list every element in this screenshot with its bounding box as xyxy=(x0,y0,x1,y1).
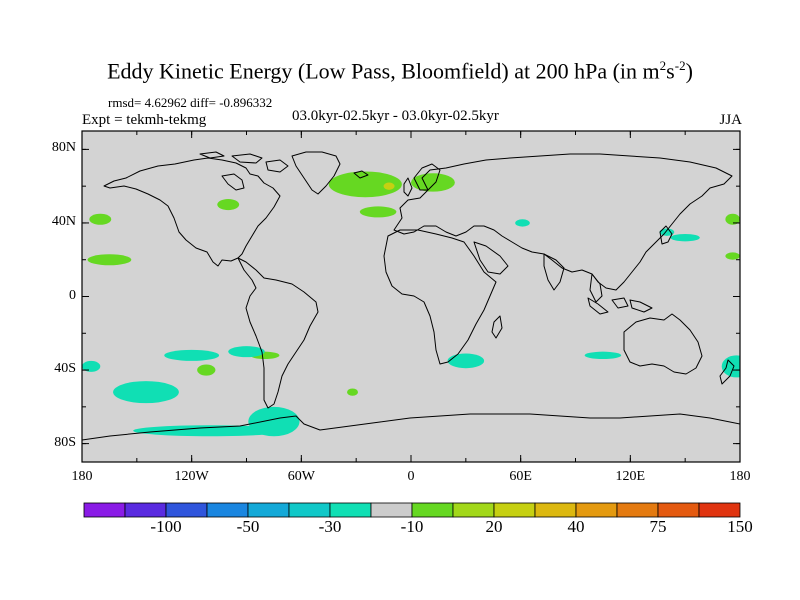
x-tick-label: 60E xyxy=(509,469,532,484)
x-tick-label: 180 xyxy=(71,469,93,484)
colorbar-swatch xyxy=(616,502,659,518)
stats-text: rmsd= 4.62962 diff= -0.896332 xyxy=(108,95,273,110)
coast-hudson-bay xyxy=(221,173,245,191)
map-background xyxy=(82,131,740,462)
colorbar-label: -100 xyxy=(150,517,182,536)
axis-ticks xyxy=(81,131,741,462)
positive-anomaly-patch xyxy=(328,171,402,198)
colorbar-label: -30 xyxy=(318,517,342,536)
coast-new-zealand xyxy=(719,359,735,385)
experiment-label: Expt = tekmh-tekmg xyxy=(82,112,207,128)
y-tick-label: 40N xyxy=(51,213,76,229)
negative-anomaly-patch xyxy=(113,381,179,404)
colorbar-swatch xyxy=(370,502,413,518)
colorbar-label: -50 xyxy=(236,517,260,536)
coast-south-america xyxy=(237,257,319,409)
positive-anomaly-patch xyxy=(725,252,740,260)
coast-india xyxy=(543,253,565,291)
coast-uk xyxy=(403,177,413,197)
colorbar-swatch xyxy=(411,502,454,518)
colorbar-label: 75 xyxy=(649,517,667,536)
coast-indonesia xyxy=(587,297,653,315)
x-tick-label: 0 xyxy=(407,469,415,484)
colorbar-swatch xyxy=(247,502,290,518)
colorbar-swatch xyxy=(329,502,372,518)
negative-anomaly-patch xyxy=(659,228,675,236)
coast-australia xyxy=(623,313,703,375)
anomaly-layer xyxy=(82,171,740,437)
coast-japan xyxy=(659,225,673,245)
colorbar-swatch xyxy=(534,502,577,518)
x-tick-label: 120E xyxy=(615,469,646,484)
x-tick-label: 60W xyxy=(287,469,315,484)
coast-antarctica xyxy=(82,413,740,441)
coast-eurasia xyxy=(393,153,733,291)
negative-anomaly-patch xyxy=(164,349,220,361)
y-tick-label: 0 xyxy=(69,287,76,303)
coast-africa xyxy=(383,229,497,365)
positive-anomaly-patch xyxy=(217,199,240,211)
period-label: 03.0kyr-02.5kyr - 03.0kyr-02.5kyr xyxy=(292,108,499,124)
colorbar-swatch xyxy=(452,502,495,518)
colorbar-swatch xyxy=(165,502,208,518)
map-title: Eddy Kinetic Energy (Low Pass, Bloomfiel… xyxy=(107,58,693,84)
colorbar-swatch xyxy=(124,502,167,518)
coastlines xyxy=(82,151,740,441)
coast-scandinavia xyxy=(413,163,441,191)
coast-iceland xyxy=(353,170,369,179)
negative-anomaly-patch xyxy=(248,406,300,437)
colorbar-swatch xyxy=(206,502,249,518)
coast-arctic-islands xyxy=(199,151,289,173)
colorbar-swatch xyxy=(575,502,618,518)
negative-anomaly-patch xyxy=(515,219,530,227)
coast-greenland xyxy=(291,151,341,195)
coast-madagascar xyxy=(491,315,503,339)
coast-arabia xyxy=(473,241,509,275)
positive-anomaly-patch xyxy=(359,206,397,218)
colorbar-label: 40 xyxy=(567,517,585,536)
y-tick-label: 80N xyxy=(51,140,76,156)
negative-anomaly-patch xyxy=(721,355,740,378)
colorbar-label: 20 xyxy=(485,517,503,536)
positive-anomaly-patch xyxy=(87,254,132,266)
colorbar xyxy=(83,502,741,518)
positive-anomaly-patch xyxy=(383,182,395,190)
colorbar-swatch xyxy=(493,502,536,518)
colorbar-swatch xyxy=(288,502,331,518)
positive-anomaly-patch xyxy=(725,213,740,225)
colorbar-swatch xyxy=(83,502,126,518)
positive-anomaly-patch xyxy=(347,388,358,396)
season-label: JJA xyxy=(719,112,742,128)
colorbar-swatch xyxy=(698,502,741,518)
negative-anomaly-patch xyxy=(228,346,265,358)
colorbar-label: -10 xyxy=(400,517,424,536)
coast-north-america xyxy=(103,157,281,267)
x-tick-label: 120W xyxy=(174,469,209,484)
colorbar-label: 150 xyxy=(727,517,753,536)
negative-anomaly-patch xyxy=(584,351,622,360)
positive-anomaly-patch xyxy=(197,364,216,376)
negative-anomaly-patch xyxy=(133,425,287,437)
positive-anomaly-patch xyxy=(411,173,455,192)
negative-anomaly-patch xyxy=(447,353,485,369)
y-tick-label: 80S xyxy=(54,434,76,450)
colorbar-swatch xyxy=(657,502,700,518)
y-tick-label: 40S xyxy=(54,361,76,377)
x-tick-label: 180 xyxy=(729,469,751,484)
negative-anomaly-patch xyxy=(670,233,700,242)
coast-se-asia xyxy=(589,273,603,303)
positive-anomaly-patch xyxy=(89,213,112,225)
negative-anomaly-patch xyxy=(82,360,101,372)
